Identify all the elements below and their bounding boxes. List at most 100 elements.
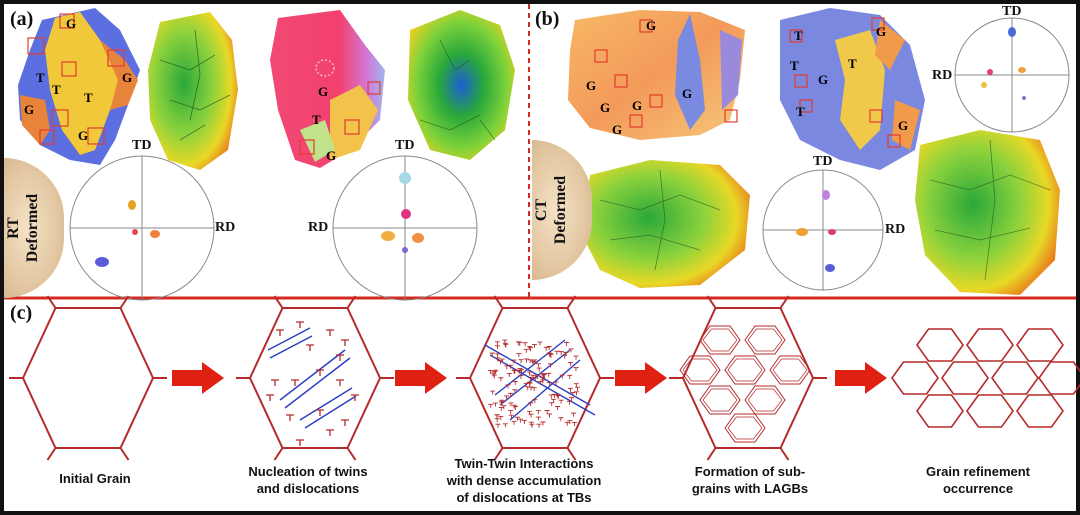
dislocation-symbol [495, 353, 501, 358]
dislocation-symbol [536, 416, 542, 421]
process-arrow [172, 362, 224, 394]
process-arrow [835, 362, 887, 394]
step-caption-grain-refinement: Grain refinement occurrence [925, 464, 1031, 496]
dislocation-symbol [517, 418, 523, 423]
map-label: G [326, 148, 337, 163]
dislocation-symbol [558, 417, 564, 422]
process-arrow [615, 362, 667, 394]
dislocation-symbol [555, 406, 561, 411]
dislocation-symbol [490, 390, 496, 395]
map-label: G [612, 122, 623, 137]
dislocation-symbol [528, 413, 534, 418]
grain-with-twins [236, 295, 394, 461]
dislocation-symbol [529, 359, 535, 364]
dislocation-symbol [336, 354, 344, 361]
ebsd-map-rt-3 [270, 10, 385, 168]
dislocation-symbol [536, 423, 542, 428]
map-label: G [586, 78, 597, 93]
boundary-junction [566, 447, 577, 461]
dislocation-symbol [266, 394, 274, 401]
dislocation-symbol [336, 379, 344, 386]
map-label: G [646, 18, 657, 33]
subgrain-cell [772, 358, 808, 382]
twin-line [509, 359, 581, 421]
dislocation-symbol [567, 374, 573, 379]
map-label: G [78, 128, 89, 143]
boundary-junction [779, 447, 790, 461]
pole-td-label: TD [395, 138, 415, 153]
subgrain-cell [682, 358, 718, 382]
ebsd-map-ct-3 [582, 160, 750, 288]
dislocation-symbol [546, 372, 552, 377]
boundary-junction [46, 447, 57, 461]
boundary-junction [346, 447, 357, 461]
dislocation-symbol [505, 384, 511, 389]
dislocation-symbol [523, 382, 529, 387]
dislocation-symbol [291, 379, 299, 386]
boundary-junction [273, 447, 284, 461]
dislocation-symbol [494, 345, 500, 350]
dislocation-symbol [523, 358, 529, 363]
map-label: T [312, 112, 321, 127]
map-label: G [898, 118, 909, 133]
map-label: G [318, 84, 329, 99]
dislocation-symbol [341, 339, 349, 346]
dislocation-symbol [495, 423, 501, 428]
dislocation-symbol [503, 343, 509, 348]
dislocation-symbol [566, 400, 572, 405]
subgrain-cell [747, 388, 783, 412]
panel-label-b: (b) [535, 8, 560, 30]
step-caption-nucleation: Nucleation of twins and dislocations [248, 464, 368, 496]
pole-td-label: TD [132, 138, 152, 153]
dislocation-symbol [499, 399, 505, 404]
condition-label-rt: RT Deformed [5, 193, 41, 263]
ebsd-map-ct-1 [568, 10, 745, 140]
dislocation-symbol [494, 418, 500, 423]
dislocation-symbol [512, 389, 518, 394]
dislocation-symbol [546, 413, 552, 418]
twin-line [269, 335, 313, 359]
grain-with-subgrains [669, 295, 827, 461]
grain-boundary [681, 307, 815, 449]
pole-td-label: TD [1002, 4, 1022, 19]
pole-td-label: TD [813, 154, 833, 169]
ebsd-map-rt-1 [18, 8, 140, 165]
map-label: G [632, 98, 643, 113]
dislocation-symbol [511, 359, 517, 364]
ebsd-map-rt-4 [408, 10, 515, 160]
map-label: T [794, 28, 803, 43]
dislocation-symbol [512, 381, 518, 386]
step-caption-twin-interactions: Twin-Twin Interactions with dense accumu… [446, 456, 602, 505]
subgrain-cell [702, 328, 738, 352]
dislocation-symbol [341, 419, 349, 426]
dislocation-symbol [512, 369, 518, 374]
dislocation-symbol [501, 405, 507, 410]
boundary-junction [119, 295, 130, 309]
pole-rd-label: RD [932, 68, 953, 83]
map-label: G [600, 100, 611, 115]
boundary-junction [706, 295, 717, 309]
dislocation-symbol [351, 394, 359, 401]
dislocation-symbol [521, 419, 527, 424]
boundary-junction [566, 295, 577, 309]
dislocation-symbol [555, 395, 561, 399]
dislocation-symbol [516, 353, 522, 358]
boundary-junction [46, 295, 57, 309]
subgrain-cell [679, 355, 721, 385]
dislocation-symbol [569, 397, 575, 402]
dislocation-symbol [488, 403, 494, 408]
pole-rd-label: RD [215, 220, 236, 235]
refined-grain [991, 361, 1039, 395]
dislocation-symbol [570, 392, 576, 397]
ebsd-map-ct-4 [915, 130, 1060, 295]
dislocation-symbol [532, 377, 538, 382]
subgrain-cell [699, 325, 741, 355]
pole-rd-label: RD [308, 220, 329, 235]
map-label: G [66, 16, 77, 31]
pole-rd-label: RD [885, 222, 906, 237]
refined-grain [941, 361, 989, 395]
dislocation-symbol [527, 345, 533, 350]
map-label: T [790, 58, 799, 73]
